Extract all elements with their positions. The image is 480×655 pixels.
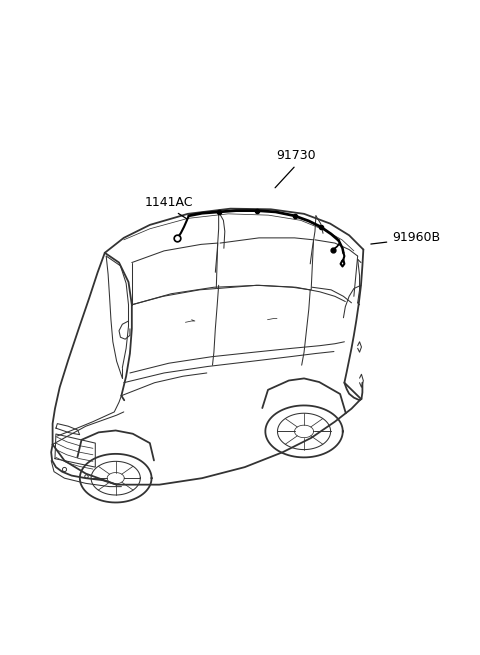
Text: 91960B: 91960B bbox=[392, 231, 440, 244]
Text: 1141AC: 1141AC bbox=[144, 196, 193, 210]
Text: 91730: 91730 bbox=[276, 149, 316, 162]
